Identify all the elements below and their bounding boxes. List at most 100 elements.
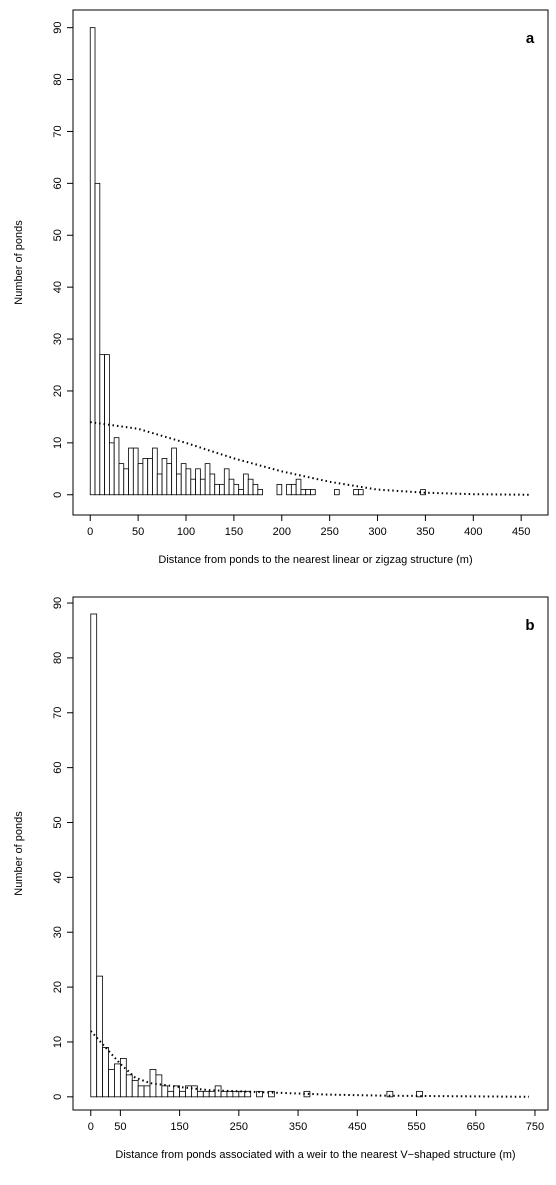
bar [219,483,225,496]
bar [386,1090,394,1098]
bar [179,1090,186,1098]
bar [156,473,163,496]
y-tick-label: 60 [52,177,64,189]
bar [238,489,244,496]
x-tick-label: 550 [407,1121,425,1133]
plot-frame [72,596,549,1111]
bar [176,473,182,496]
bar [196,1090,204,1098]
bar [90,613,98,1098]
bar [147,458,153,496]
x-tick-label: 450 [348,1121,366,1133]
x-tick-label: 0 [87,526,93,538]
bar [137,1085,145,1098]
bar [142,458,149,496]
bar [209,473,216,496]
bar [295,478,302,496]
bar [125,1074,133,1098]
bar [180,463,187,496]
bar [128,447,134,496]
y-tick-label: 90 [52,597,64,609]
y-tick-label: 50 [52,816,64,828]
bar [257,489,264,496]
bar [131,1079,139,1098]
bar [118,463,125,496]
y-tick-label: 10 [52,1036,64,1048]
plot-frame [72,9,549,516]
y-tick-label: 0 [52,492,64,498]
bar [208,1090,216,1098]
bar [190,478,196,496]
bar [223,468,230,496]
x-tick-label: 400 [464,526,482,538]
x-tick-label: 250 [230,1121,248,1133]
bar [143,1085,151,1098]
bar [195,468,201,496]
y-tick-label: 20 [52,981,64,993]
bar [171,447,177,496]
x-tick-label: 150 [170,1121,188,1133]
y-tick-label: 40 [52,871,64,883]
bar [152,447,158,496]
x-tick-label: 50 [132,526,144,538]
bar [167,1090,175,1098]
bar [102,1047,109,1098]
bar [113,437,120,496]
panel-label: a [526,30,535,47]
y-tick-label: 0 [52,1094,64,1100]
bar [108,1068,115,1098]
x-tick-label: 450 [512,526,530,538]
x-tick-label: 200 [273,526,291,538]
y-tick-label: 10 [52,437,64,449]
y-tick-label: 30 [52,926,64,938]
bar [226,1090,234,1098]
y-tick-label: 30 [52,333,64,345]
bar [300,489,307,496]
y-tick-label: 50 [52,229,64,241]
x-tick-label: 350 [289,1121,307,1133]
bar [220,1090,228,1098]
bar [161,458,168,496]
bar [155,1074,163,1098]
panel-label: b [525,617,534,634]
bar [137,463,144,496]
bar [243,473,249,496]
bar [204,463,211,496]
x-tick-label: 0 [88,1121,94,1133]
y-axis-label: Number of ponds [13,811,25,896]
bar [268,1090,275,1098]
bar [132,447,139,496]
y-axis-label: Number of ponds [13,220,25,305]
bar [252,483,259,496]
x-tick-label: 750 [526,1121,544,1133]
bar [233,483,240,496]
bar [290,483,297,496]
x-tick-label: 300 [368,526,386,538]
bar [334,489,340,496]
bar [202,1090,210,1098]
bar [185,1085,192,1098]
y-tick-label: 90 [52,22,64,34]
y-tick-label: 80 [52,73,64,85]
bar [276,483,283,496]
y-tick-label: 70 [52,707,64,719]
y-tick-label: 40 [52,281,64,293]
bar [166,463,173,496]
x-tick-label: 100 [177,526,195,538]
x-axis-label: Distance from ponds to the nearest linea… [158,554,472,566]
bar [310,489,316,496]
bar [123,468,129,496]
bar [89,27,96,496]
bar [247,478,254,496]
bar [244,1090,252,1098]
fitted-curve [90,1030,530,1098]
x-tick-label: 650 [467,1121,485,1133]
fitted-curve [90,421,531,496]
x-tick-label: 50 [114,1121,126,1133]
bar [108,442,115,496]
bar [353,489,359,496]
x-axis-label: Distance from ponds associated with a we… [115,1149,515,1161]
x-tick-label: 250 [320,526,338,538]
y-tick-label: 70 [52,125,64,137]
